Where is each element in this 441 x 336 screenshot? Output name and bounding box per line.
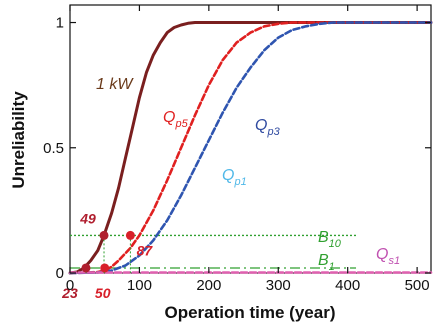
y-tick-label-0-5: 0.5 — [43, 140, 64, 157]
y-axis-title: Unreliability — [9, 91, 28, 189]
series-line-q-p3 — [68, 21, 433, 275]
annotation-b10: B10 — [318, 229, 342, 250]
reference-lines — [70, 234, 357, 269]
x-tick-label-500: 500 — [405, 277, 430, 294]
annotation-qp1: Qp1 — [222, 167, 247, 188]
annotation-b1: B1 — [318, 252, 335, 273]
annotation-qs1: Qs1 — [376, 246, 400, 267]
y-tick-label-0: 0 — [56, 265, 64, 282]
x-axis-title: Operation time (year) — [165, 303, 336, 322]
point-label-49: 49 — [79, 210, 96, 226]
x-tick-label-300: 300 — [266, 277, 291, 294]
annotation-qp3: Qp3 — [255, 117, 281, 138]
plot-frame — [69, 4, 432, 274]
point-marker-87 — [125, 230, 135, 240]
x-tick-label-200: 200 — [196, 277, 221, 294]
point-marker-50 — [100, 263, 110, 273]
annotation-qp5: Qp5 — [163, 109, 189, 130]
point-marker-49 — [99, 230, 109, 240]
series-line-1-kw — [68, 21, 433, 275]
x-tick-label-0: 0 — [66, 277, 74, 294]
point-label-50: 50 — [95, 285, 111, 301]
marked-points: 49 87 23 50 — [61, 210, 153, 301]
y-tick-label-1: 1 — [56, 15, 64, 32]
x-tick-label-100: 100 — [127, 277, 152, 294]
x-tick-label-400: 400 — [335, 277, 360, 294]
point-marker-23 — [81, 263, 91, 273]
annotation-kw: 1 kW — [96, 76, 134, 93]
point-label-23: 23 — [61, 285, 78, 301]
point-label-87: 87 — [137, 242, 154, 258]
axis-ticks: 0 100 200 300 400 500 0 0.5 1 — [43, 5, 431, 294]
